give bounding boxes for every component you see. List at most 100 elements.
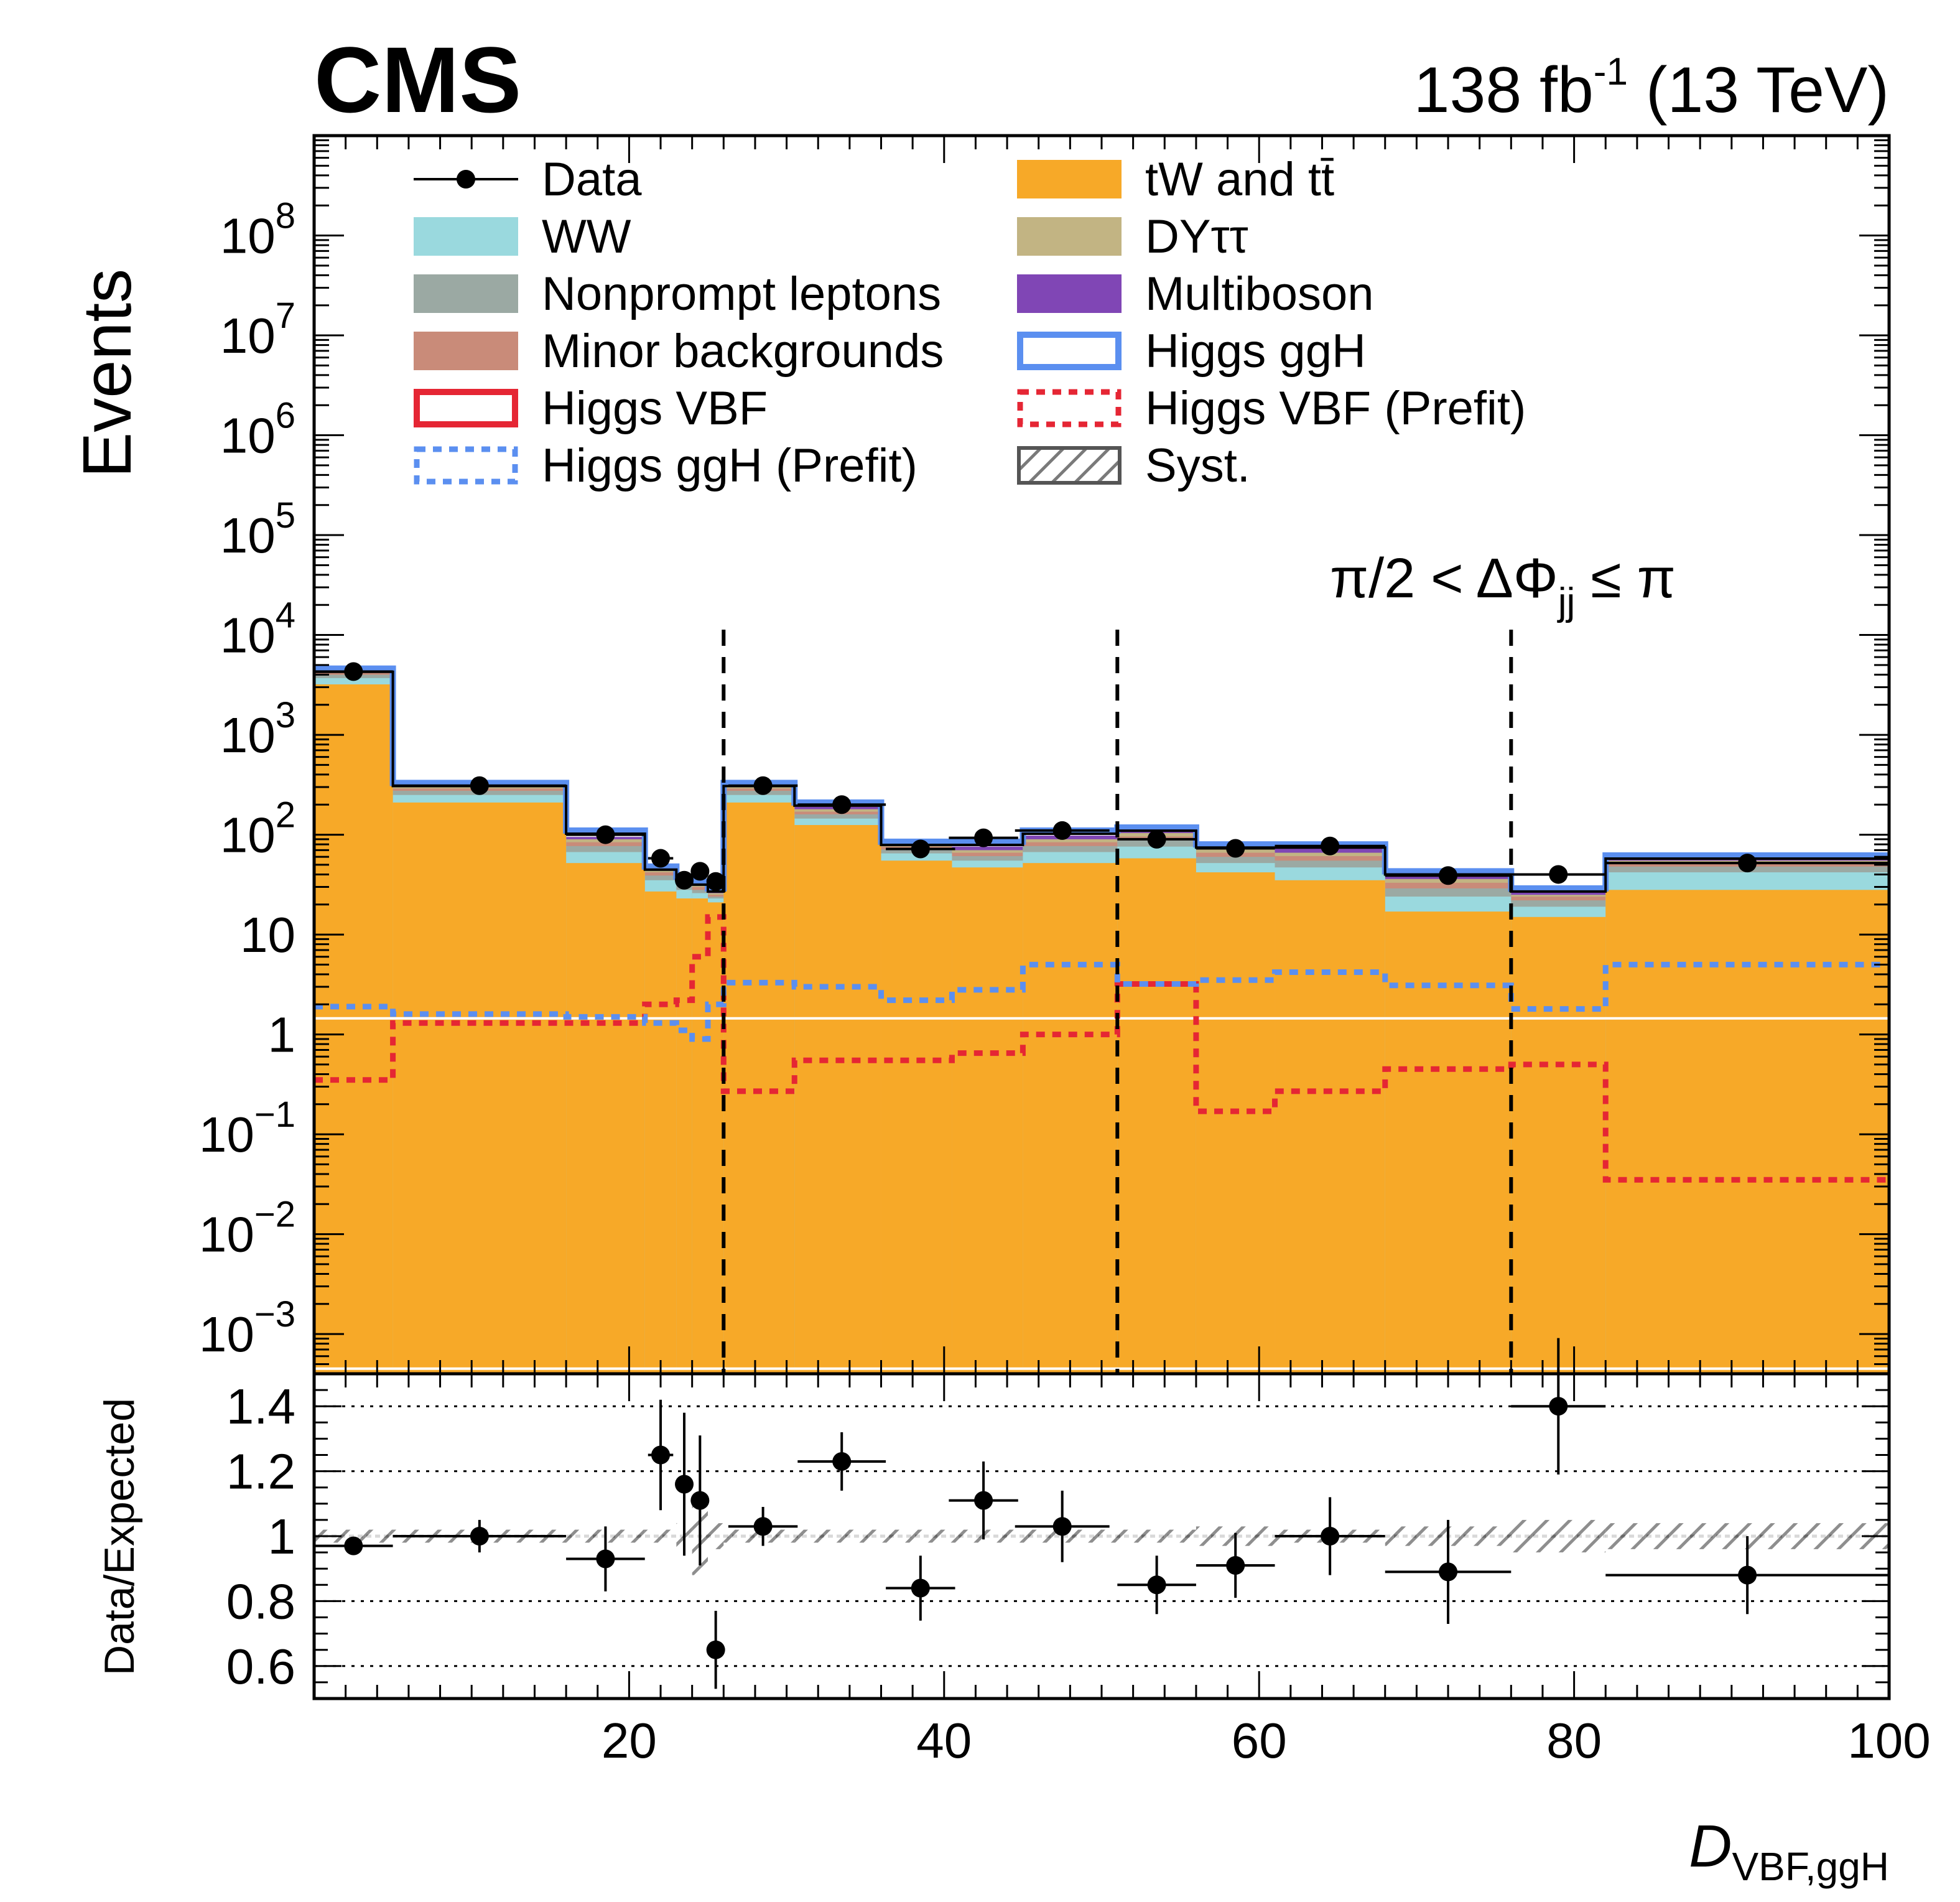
data-point-12 xyxy=(1147,829,1166,849)
data-point-16 xyxy=(1549,865,1568,884)
legend-item-7: Higgs ggH xyxy=(1017,325,1366,378)
x-tick-label-0: 20 xyxy=(601,1713,657,1768)
legend-item-2: WW xyxy=(414,210,631,263)
ratio-tick-label-0: 0.6 xyxy=(226,1639,295,1694)
legend-swatch xyxy=(1017,446,1122,485)
legend-data-marker xyxy=(457,170,475,189)
x-tick-label-3: 80 xyxy=(1546,1713,1602,1768)
ratio-point-4 xyxy=(675,1475,694,1494)
x-tick-label-2: 60 xyxy=(1232,1713,1287,1768)
y-tick-label-9: 106 xyxy=(220,396,295,464)
data-point-0 xyxy=(344,662,363,681)
ratio-point-8 xyxy=(832,1452,852,1471)
ratio-point-1 xyxy=(470,1527,489,1545)
data-point-14 xyxy=(1321,836,1340,855)
bar-ttbar-4 xyxy=(676,898,692,1374)
data-point-4 xyxy=(675,870,694,890)
y-tick-label-8: 105 xyxy=(220,495,295,563)
bar-ttbar-8 xyxy=(794,825,881,1374)
legend-item-8: Higgs VBF xyxy=(414,382,768,435)
y-tick-label-3: 1 xyxy=(268,1007,296,1063)
bar-ttbar-7 xyxy=(723,802,795,1374)
y-tick-label-6: 103 xyxy=(220,695,295,763)
legend-swatch xyxy=(414,446,518,485)
legend-label-2: WW xyxy=(542,210,631,263)
x-tick-label-1: 40 xyxy=(916,1713,972,1768)
x-axis-label: DVBF,ggH xyxy=(1689,1813,1889,1889)
legend-swatch xyxy=(1017,389,1122,427)
bar-ttbar-5 xyxy=(692,898,708,1374)
bar-ttbar-10 xyxy=(952,867,1023,1374)
syst-band-7 xyxy=(723,1529,795,1543)
y-tick-label-11: 108 xyxy=(220,196,295,264)
y-tick-label-2: 10−1 xyxy=(199,1094,295,1162)
legend-item-5: Multiboson xyxy=(1017,268,1374,320)
syst-band-3 xyxy=(644,1529,677,1543)
lumi-label: 138 fb-1 (13 TeV) xyxy=(1414,50,1889,126)
ratio-point-15 xyxy=(1439,1562,1458,1582)
ratio-points xyxy=(314,1338,1889,1689)
ratio-point-5 xyxy=(690,1491,710,1510)
line-ggh_prefit xyxy=(314,961,1889,1042)
data-point-7 xyxy=(753,776,773,795)
ratio-point-13 xyxy=(1226,1555,1245,1575)
ratio-point-14 xyxy=(1321,1527,1340,1545)
data-point-17 xyxy=(1738,854,1757,873)
ratio-tick-label-4: 1.4 xyxy=(226,1379,295,1434)
bar-ttbar-9 xyxy=(881,860,952,1374)
bar-ttbar-16 xyxy=(1511,916,1606,1374)
ratio-point-17 xyxy=(1738,1565,1757,1585)
ratio-tick-label-3: 1.2 xyxy=(226,1444,295,1499)
y-tick-label-4: 10 xyxy=(240,907,295,963)
y-tick-label-7: 104 xyxy=(220,595,295,663)
data-point-11 xyxy=(1052,821,1072,840)
legend-item-11: Syst. xyxy=(1017,439,1250,492)
legend-swatch xyxy=(1017,274,1122,313)
ratio-point-7 xyxy=(753,1517,773,1536)
legend-label-11: Syst. xyxy=(1145,439,1250,492)
ratio-point-16 xyxy=(1549,1397,1568,1416)
legend-item-9: Higgs VBF (Prefit) xyxy=(1017,382,1526,435)
y-tick-label-1: 10−2 xyxy=(199,1195,295,1262)
bar-ttbar-15 xyxy=(1385,911,1512,1374)
bar-ttbar-6 xyxy=(708,902,724,1374)
ratio-point-10 xyxy=(974,1491,993,1510)
bar-ttbar-3 xyxy=(644,891,677,1374)
legend-label-4: Nonprompt leptons xyxy=(542,268,941,320)
legend-swatch xyxy=(414,274,518,313)
bar-ttbar-0 xyxy=(314,684,393,1374)
legend-label-9: Higgs VBF (Prefit) xyxy=(1145,382,1526,435)
data-point-3 xyxy=(651,849,671,868)
syst-band-8 xyxy=(794,1529,881,1543)
legend-label-6: Minor backgrounds xyxy=(542,325,944,378)
syst-band-6 xyxy=(708,1523,724,1549)
bar-ttbar-12 xyxy=(1117,858,1196,1374)
ratio-point-11 xyxy=(1052,1517,1072,1536)
bar-ttbar-11 xyxy=(1023,863,1118,1374)
data-point-2 xyxy=(596,825,615,844)
ratio-point-6 xyxy=(706,1640,725,1659)
legend-item-0: Data xyxy=(414,153,642,206)
legend-label-0: Data xyxy=(542,153,642,206)
legend-label-1: tW and tt̄ xyxy=(1145,153,1334,206)
data-point-13 xyxy=(1226,839,1245,858)
data-point-9 xyxy=(911,839,930,859)
legend: Data tW and tt̄ WW DYττ Nonprompt leptons Mul… xyxy=(414,153,1526,492)
legend-item-6: Minor backgrounds xyxy=(414,325,944,378)
ratio-axis-label: Data/Expected xyxy=(96,1398,143,1676)
y-tick-label-10: 107 xyxy=(220,296,295,363)
legend-label-7: Higgs ggH xyxy=(1145,325,1366,378)
bar-ttbar-17 xyxy=(1605,890,1889,1374)
data-point-8 xyxy=(832,795,852,814)
ratio-point-3 xyxy=(651,1445,671,1465)
legend-label-10: Higgs ggH (Prefit) xyxy=(542,439,917,492)
syst-band-10 xyxy=(952,1529,1023,1543)
bar-ttbar-14 xyxy=(1275,880,1385,1374)
data-point-10 xyxy=(974,828,993,847)
syst-band-9 xyxy=(881,1529,952,1543)
y-tick-label-5: 102 xyxy=(220,795,295,863)
experiment-label: CMS xyxy=(314,27,521,132)
legend-swatch xyxy=(1017,217,1122,256)
region-label: π/2 < ΔΦjj ≤ π xyxy=(1330,548,1676,623)
